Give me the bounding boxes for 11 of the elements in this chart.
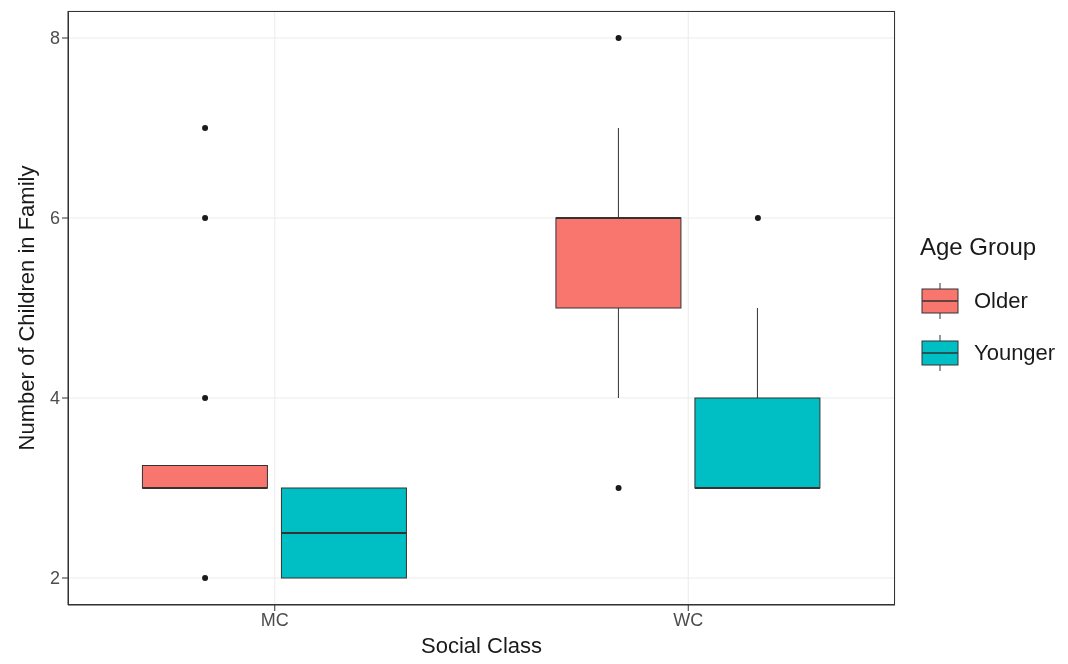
x-tick-label: MC [260,609,289,630]
y-tick-label: 8 [49,28,60,49]
y-tick-label: 4 [49,388,60,409]
x-tick-label: WC [673,609,704,630]
legend-label: Younger [974,340,1056,366]
y-axis-title: Number of Children in Family [13,165,39,451]
y-tick-label: 2 [49,568,60,589]
x-axis-title: Social Class [420,633,543,658]
legend-title: Age Group [920,233,1038,261]
y-tick-label: 6 [49,208,60,229]
legend-label: Older [974,288,1028,314]
